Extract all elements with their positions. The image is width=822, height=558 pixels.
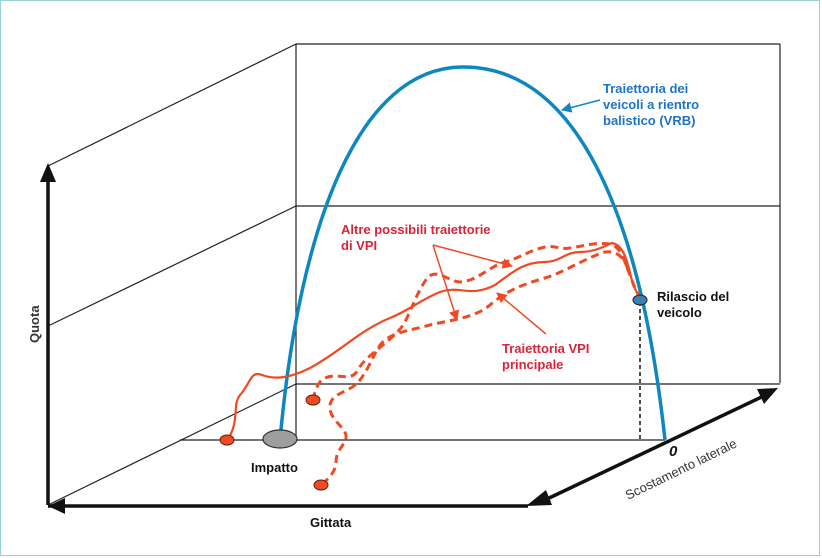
- vpi-alt-curve-lower: [321, 250, 630, 486]
- altre-label-line1: Altre possibili traiettorie: [341, 222, 491, 237]
- scostamento-axis: [526, 388, 778, 506]
- zero-label: 0: [669, 443, 678, 460]
- vpi-impact-marker-2: [305, 394, 321, 406]
- vrb-trajectory-curve: [278, 65, 667, 441]
- vrb-leader-arrow: [560, 99, 601, 113]
- quota-label: Quota: [27, 305, 42, 343]
- vpi-label-line1: Traiettoria VPI: [502, 341, 589, 356]
- scostamento-label: Scostamento laterale: [623, 436, 739, 503]
- gittata-label: Gittata: [310, 515, 352, 530]
- rilascio-label-line2: veicolo: [657, 305, 702, 320]
- rilascio-label-line1: Rilascio del: [657, 289, 729, 304]
- vpi-impact-marker-3: [313, 479, 329, 491]
- vpi-impact-marker-1: [219, 434, 235, 446]
- vrb-label-line1: Traiettoria dei: [603, 81, 688, 96]
- altre-leader-arrow-2: [432, 244, 460, 322]
- gittata-axis: [48, 498, 528, 514]
- quota-axis: [40, 163, 56, 505]
- impact-marker: [262, 429, 298, 449]
- altre-label-line2: di VPI: [341, 238, 377, 253]
- vpi-label-line2: principale: [502, 357, 563, 372]
- vpi-leader-arrow: [496, 292, 547, 335]
- altre-leader-arrow-1: [432, 244, 514, 269]
- vrb-label-line3: balistico (VRB): [603, 113, 695, 128]
- vpi-alt-curve-upper: [311, 242, 642, 401]
- impatto-label: Impatto: [251, 460, 298, 475]
- vrb-label-line2: veicoli a rientro: [603, 97, 699, 112]
- box-wireframe: [47, 43, 781, 506]
- vpi-principal-curve: [227, 241, 641, 440]
- release-marker: [632, 294, 648, 306]
